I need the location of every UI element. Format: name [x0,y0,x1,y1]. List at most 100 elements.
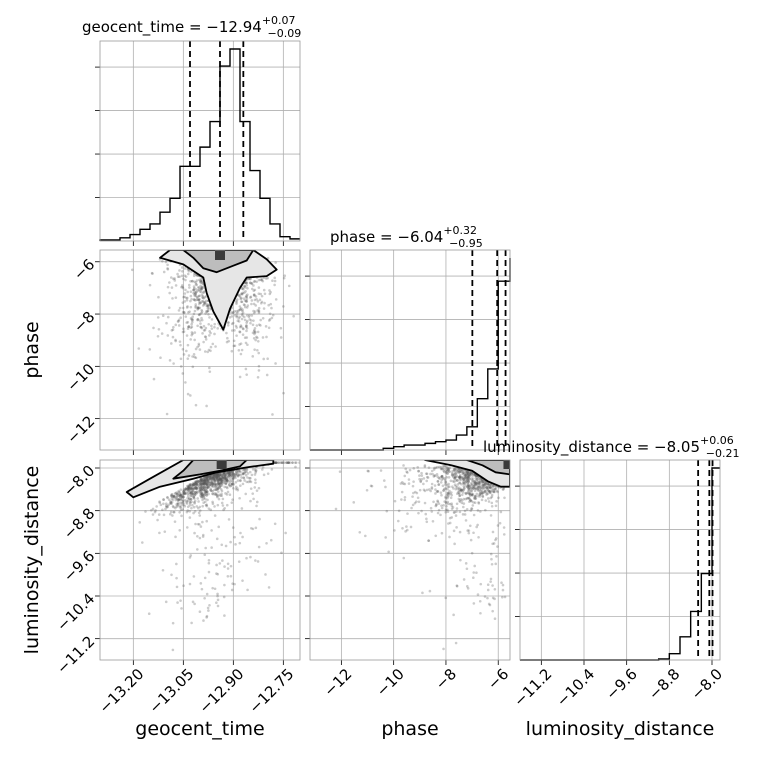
sample-point [264,325,268,328]
sample-point [216,472,220,476]
sample-point [196,306,200,310]
sample-point [249,321,252,325]
sample-point [228,483,231,486]
sample-point [463,476,467,479]
sample-point [226,490,230,494]
sample-point [236,479,240,482]
sample-point [222,478,225,481]
sample-point [213,514,217,517]
sample-point [443,500,446,503]
sample-point [191,332,194,336]
sample-point [193,331,197,334]
sample-point [244,290,247,293]
sample-point [231,472,234,476]
sample-point [244,325,248,329]
sample-point [252,311,256,315]
sample-point [255,500,259,504]
sample-point [218,562,222,565]
sample-point [210,477,214,480]
sample-point [224,472,228,476]
sample-point [298,461,300,464]
sample-point [443,483,447,486]
sample-point [174,535,177,539]
sample-point [472,485,475,488]
sample-point [205,616,208,619]
histogram-step [99,48,300,241]
sample-point [220,475,224,478]
sample-point [496,545,499,548]
sample-point [213,475,216,478]
sample-point [205,485,208,489]
sample-point [459,488,462,492]
sample-point [420,471,423,475]
sample-point [195,487,198,490]
sample-point [206,309,210,313]
sample-point [210,318,214,321]
sample-point [201,504,204,508]
sample-point [175,497,179,501]
sample-point [195,479,199,482]
sample-point [202,488,206,492]
sample-point [494,486,497,490]
sample-point [480,491,483,494]
sample-point [426,476,430,479]
sample-point [194,347,198,351]
sample-point [473,496,476,500]
sample-point [196,306,200,310]
sample-point [225,478,229,482]
sample-point [169,502,172,505]
sample-point [446,470,449,473]
sample-point [198,505,202,509]
sample-point [258,323,261,326]
sample-point [456,483,460,486]
sample-point [230,315,234,318]
sample-point [137,347,141,350]
sample-point [194,273,198,277]
sample-point [193,486,197,490]
sample-point [237,469,240,472]
sample-point [213,474,217,477]
sample-point [471,504,475,507]
sample-point [287,461,291,464]
sample-point [190,621,193,625]
sample-point [219,478,223,482]
sample-point [204,480,208,483]
sample-point [181,286,185,290]
sample-point [231,477,235,481]
sample-point [479,492,483,496]
sample-point [265,541,268,545]
sample-point [466,483,470,486]
sample-point [452,529,456,533]
sample-point [211,483,215,486]
sample-point [439,513,442,517]
sample-point [235,299,238,303]
sample-point [448,516,452,520]
sample-point [216,594,219,598]
sample-point [198,297,201,301]
sample-point [231,498,234,501]
sample-point [208,316,211,319]
sample-point [162,498,165,502]
sample-point [241,333,245,336]
tick-label-x: −9.6 [602,665,640,703]
sample-point [463,477,466,480]
sample-point [462,505,465,509]
sample-point [243,336,247,340]
sample-point [489,577,493,581]
sample-point [200,299,204,303]
sample-point [456,469,460,473]
sample-point [461,477,464,480]
sample-point [172,277,175,281]
sample-point [425,479,429,483]
sample-point [237,294,240,297]
sample-point [439,491,443,494]
sample-point [248,277,252,281]
sample-point [444,500,448,504]
sample-point [187,487,191,490]
sample-point [459,558,462,562]
sample-point [496,490,499,494]
sample-point [258,298,262,302]
sample-point [213,505,216,508]
panel-scatter-phase-vs-luminosity-distance [305,459,511,665]
sample-point [198,477,202,481]
